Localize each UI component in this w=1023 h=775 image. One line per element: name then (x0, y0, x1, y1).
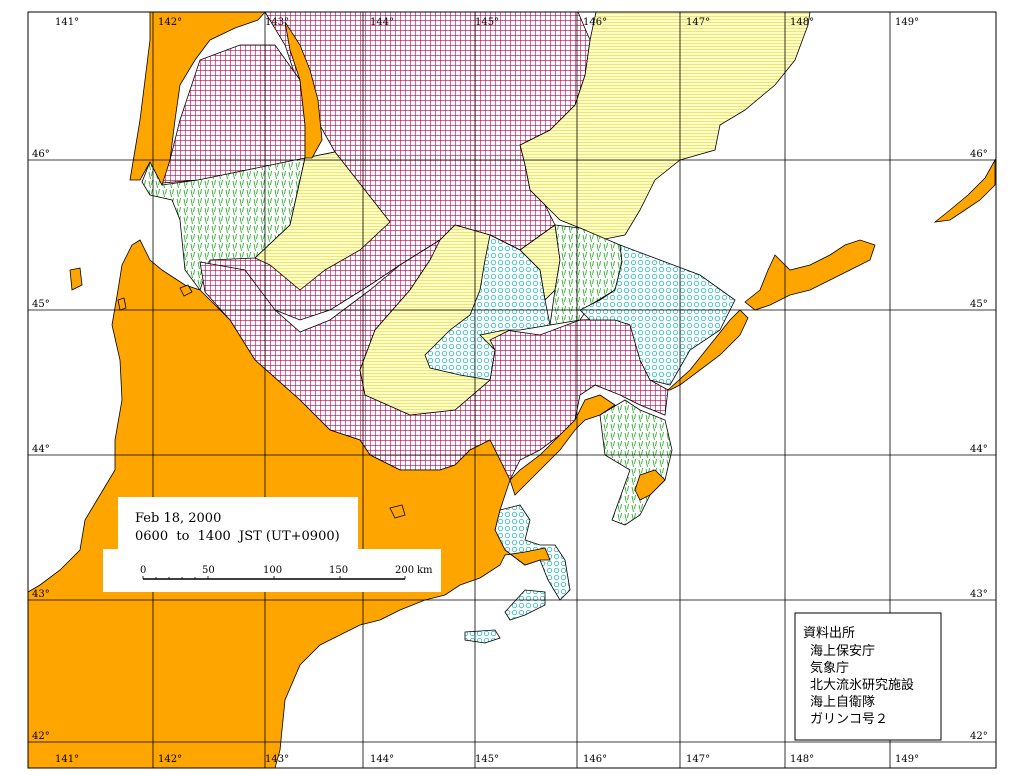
lon-label-top: 143° (265, 17, 289, 28)
scale-tick-label: 0 (140, 565, 146, 576)
scale-tick-label: 200 (395, 565, 414, 576)
latitude-labels-left: 46° 45° 44° 43° 42° (32, 149, 50, 742)
lon-label-top: 144° (370, 17, 394, 28)
land-rishiri-island (179, 284, 193, 297)
land-urup (744, 239, 876, 311)
lon-label-top: 146° (583, 17, 607, 28)
info-time-range: 0600 to 1400 JST (UT+0900) (135, 529, 340, 544)
ice-zones (141, 11, 811, 644)
source-line: 海上保安庁 (810, 644, 875, 659)
source-box: 資料出所 海上保安庁 気象庁 北大流氷研究施設 海上自衛隊 ガリンコ号２ (794, 612, 942, 741)
source-box-frame (794, 612, 942, 741)
lat-label-left: 44° (32, 444, 50, 455)
land-etorofu (666, 309, 749, 391)
lon-label-bottom: 144° (370, 754, 394, 765)
ice-zone-new-islet-2 (464, 629, 501, 644)
longitude-labels-bottom: 141° 142° 143° 144° 145° 146° 147° 148° … (55, 754, 919, 765)
lat-label-left: 45° (32, 299, 50, 310)
ice-zone-medium-west (254, 151, 391, 291)
land-shiretoko-peninsula (509, 394, 616, 496)
lon-label-top: 141° (55, 17, 79, 28)
scale-bar: 0 50 100 150 200 km (140, 565, 433, 580)
scale-bar-ticks (142, 576, 406, 579)
lon-label-bottom: 142° (158, 754, 182, 765)
lat-label-right: 43° (970, 589, 988, 600)
source-line: ガリンコ号２ (810, 712, 888, 727)
lon-label-top: 147° (686, 17, 710, 28)
lon-label-top: 148° (790, 17, 814, 28)
info-date: Feb 18, 2000 (135, 511, 221, 526)
ice-zone-new-east (579, 244, 736, 386)
ice-zone-thin-west (141, 157, 306, 291)
land-habomai (389, 504, 406, 519)
lat-label-right: 46° (970, 149, 988, 160)
lon-label-bottom: 141° (55, 754, 79, 765)
scale-unit: km (417, 565, 433, 576)
lon-label-bottom: 148° (790, 754, 814, 765)
ice-zone-new-central (424, 234, 551, 381)
lat-label-right: 42° (970, 731, 988, 742)
land-sakhalin (129, 11, 266, 187)
land-sakhalin-aniva-peninsula (284, 21, 323, 159)
land-okushiri-area (69, 267, 83, 291)
source-line: 北大流氷研究施設 (810, 677, 914, 693)
info-box: Feb 18, 2000 0600 to 1400 JST (UT+0900) (103, 497, 441, 592)
lat-label-right: 45° (970, 299, 988, 310)
scale-tick-label: 50 (202, 565, 215, 576)
land-simushir (933, 158, 996, 223)
lon-label-bottom: 145° (475, 754, 499, 765)
lat-label-right: 44° (970, 444, 988, 455)
lon-label-top: 145° (475, 17, 499, 28)
lon-label-bottom: 143° (265, 754, 289, 765)
latitude-labels-right: 46° 45° 44° 43° 42° (970, 149, 988, 742)
lon-label-bottom: 147° (686, 754, 710, 765)
map-frame (27, 11, 997, 769)
land-kunashiri (634, 469, 666, 501)
source-line: 気象庁 (810, 660, 849, 676)
source-title: 資料出所 (803, 626, 855, 641)
lon-label-bottom: 146° (583, 754, 607, 765)
lat-label-left: 46° (32, 149, 50, 160)
lat-label-left: 42° (32, 731, 50, 742)
source-line: 海上自衛隊 (810, 694, 875, 710)
longitude-labels-top: 141° 142° 143° 144° 145° 146° 147° 148° … (55, 17, 919, 28)
scale-tick-label: 100 (263, 565, 282, 576)
lon-label-bottom: 149° (895, 754, 919, 765)
land-rebun-island (117, 297, 127, 311)
ice-zone-new-islet-1 (504, 589, 546, 621)
scale-tick-label: 150 (329, 565, 348, 576)
scale-box-background (103, 549, 441, 592)
lon-label-top: 142° (158, 17, 182, 28)
lat-label-left: 43° (32, 589, 50, 600)
lon-label-top: 149° (895, 17, 919, 28)
info-box-background (118, 497, 358, 549)
